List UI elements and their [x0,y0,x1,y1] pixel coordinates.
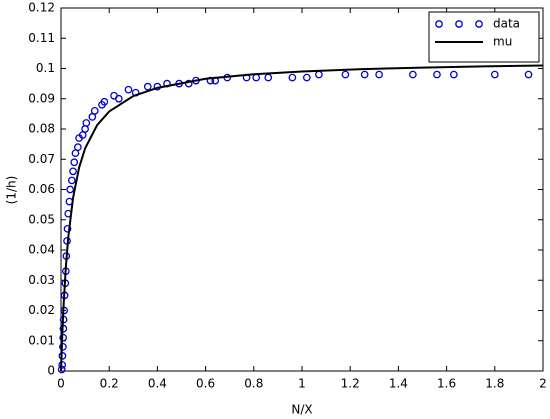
x-tick-label: 1 [298,377,306,391]
data-point [74,143,82,151]
x-tick-label: 1.6 [437,377,456,391]
x-tick-label: 0.2 [100,377,119,391]
plot-frame [60,7,544,372]
x-tick-label: 0.4 [148,377,167,391]
y-tick-label: 0.01 [28,333,55,347]
legend-label: mu [493,35,512,49]
y-tick-label: 0.12 [28,1,55,15]
data-point [252,73,261,82]
data-point [143,82,152,91]
data-point [90,107,99,115]
data-point [114,94,123,103]
y-tick-label: 0.05 [28,212,55,226]
y-tick-label: 0.09 [28,91,55,105]
y-tick-label: 0.06 [28,182,55,196]
y-tick-label: 0.1 [36,61,55,75]
x-axis-label: N/X [291,403,312,417]
data-point [264,73,273,82]
data-point [124,85,133,94]
x-tick-label: 0 [57,377,65,391]
data-point [315,70,323,79]
data-point [81,125,89,133]
y-tick-label: 0.04 [28,243,55,257]
y-tick-label: 0.02 [28,303,55,317]
line-series [60,64,544,372]
legend-marker [455,20,463,28]
data-point [67,176,76,185]
data-point [302,73,311,82]
legend-box [428,11,540,63]
data-point [449,70,458,79]
data-point [66,185,75,194]
y-tick-label: 0 [47,364,55,378]
data-point [184,79,193,88]
data-point [63,224,72,233]
data-point [69,167,77,176]
data-point [433,70,441,79]
y-axis-label: (1/h) [5,176,19,205]
y-tick-label: 0.07 [28,152,55,166]
x-tick-label: 1.8 [485,377,504,391]
legend-marker [475,20,483,28]
legend-marker [435,20,443,28]
data-point [375,70,383,79]
y-tick-label: 0.08 [28,122,55,136]
data-point [100,97,109,106]
data-point [82,119,91,127]
x-tick-label: 1.4 [389,377,408,391]
data-point [70,158,79,167]
x-tick-label: 2 [539,377,547,391]
y-tick-label: 0.11 [28,31,55,45]
data-point [360,70,369,79]
x-tick-label: 0.8 [244,377,263,391]
x-tick-label: 0.6 [196,377,215,391]
data-point [409,70,417,79]
legend-label: data [493,17,520,31]
data-point [524,70,533,79]
y-tick-label: 0.03 [28,273,55,287]
data-point [341,70,350,79]
data-point [288,73,297,82]
data-point [490,70,499,79]
x-tick-label: 1.2 [341,377,360,391]
